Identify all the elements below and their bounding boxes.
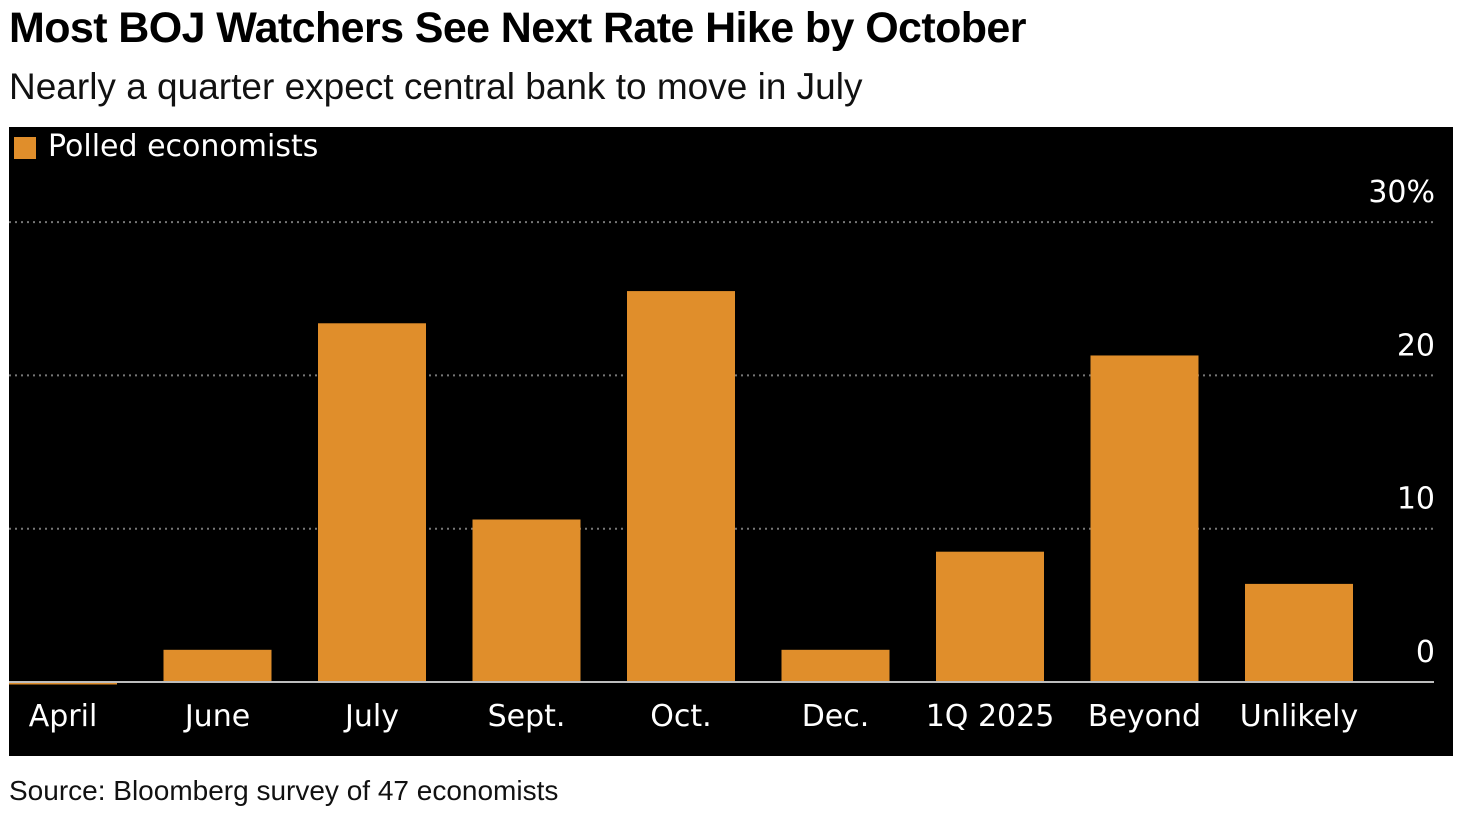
y-tick-label: 0 xyxy=(1416,635,1435,670)
chart-panel: Polled economists 0 10 20 30% April June July… xyxy=(9,127,1453,756)
y-tick-label: 10 xyxy=(1397,482,1435,517)
y-tick-label: 30% xyxy=(1368,175,1435,210)
bar-6 xyxy=(936,551,1044,682)
bar-1 xyxy=(163,649,272,682)
bar-3 xyxy=(472,519,581,682)
x-tick-label: Beyond xyxy=(1088,699,1201,734)
x-tick-label: Sept. xyxy=(488,699,566,734)
bar-4 xyxy=(627,291,735,682)
chart-title: Most BOJ Watchers See Next Rate Hike by … xyxy=(9,4,1026,52)
x-tick-label: Dec. xyxy=(802,699,870,734)
x-tick-label: Oct. xyxy=(650,699,711,734)
chart-subtitle: Nearly a quarter expect central bank to … xyxy=(9,66,863,107)
category-labels: April June July Sept. Oct. Dec. 1Q 2025 Beyond U… xyxy=(29,699,1359,734)
bar-7 xyxy=(1090,355,1199,682)
bar-8 xyxy=(1245,583,1353,682)
x-tick-label: Unlikely xyxy=(1240,699,1359,734)
bar-2 xyxy=(318,323,426,682)
legend-label: Polled economists xyxy=(48,129,319,164)
source-note: Source: Bloomberg survey of 47 economist… xyxy=(9,775,559,806)
tick-labels: 0 10 20 30% xyxy=(1368,175,1435,670)
x-tick-label: June xyxy=(183,699,250,734)
bar-chart: 0 10 20 30% April June July Sept. Oct. Dec. 1Q 20… xyxy=(9,175,1435,734)
bar-5 xyxy=(781,649,890,682)
y-tick-label: 20 xyxy=(1397,328,1435,363)
x-tick-label: April xyxy=(29,699,98,734)
legend-swatch xyxy=(14,137,36,159)
x-tick-label: July xyxy=(343,699,399,734)
bars-layer xyxy=(9,291,1353,685)
x-tick-label: 1Q 2025 xyxy=(926,699,1055,734)
